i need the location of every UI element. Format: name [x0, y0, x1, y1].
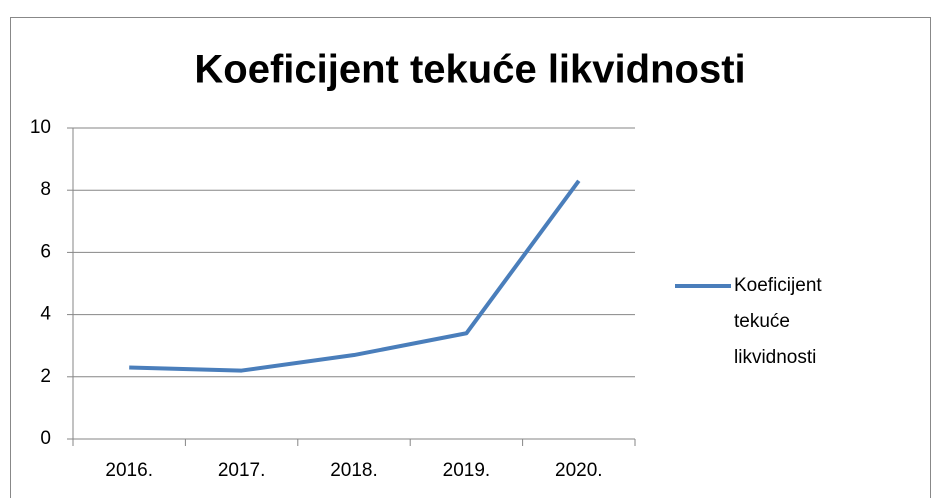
- chart-frame: [10, 17, 931, 498]
- chart-title: Koeficijent tekuće likvidnosti: [194, 48, 745, 92]
- x-tick-label: 2019.: [443, 460, 491, 481]
- y-tick-label: 0: [40, 428, 51, 449]
- x-tick-label: 2017.: [218, 460, 266, 481]
- x-tick-label: 2020.: [555, 460, 603, 481]
- x-tick-label: 2018.: [330, 460, 378, 481]
- y-tick-label: 8: [40, 179, 51, 200]
- y-tick-label: 2: [40, 366, 51, 387]
- data-line: [129, 179, 581, 373]
- legend-label: Koeficijent tekuće likvidnosti: [734, 275, 822, 368]
- y-tick-label: 4: [40, 304, 51, 325]
- y-tick-label: 6: [40, 241, 51, 262]
- x-tick-label: 2016.: [105, 460, 153, 481]
- y-tick-label: 10: [30, 117, 51, 138]
